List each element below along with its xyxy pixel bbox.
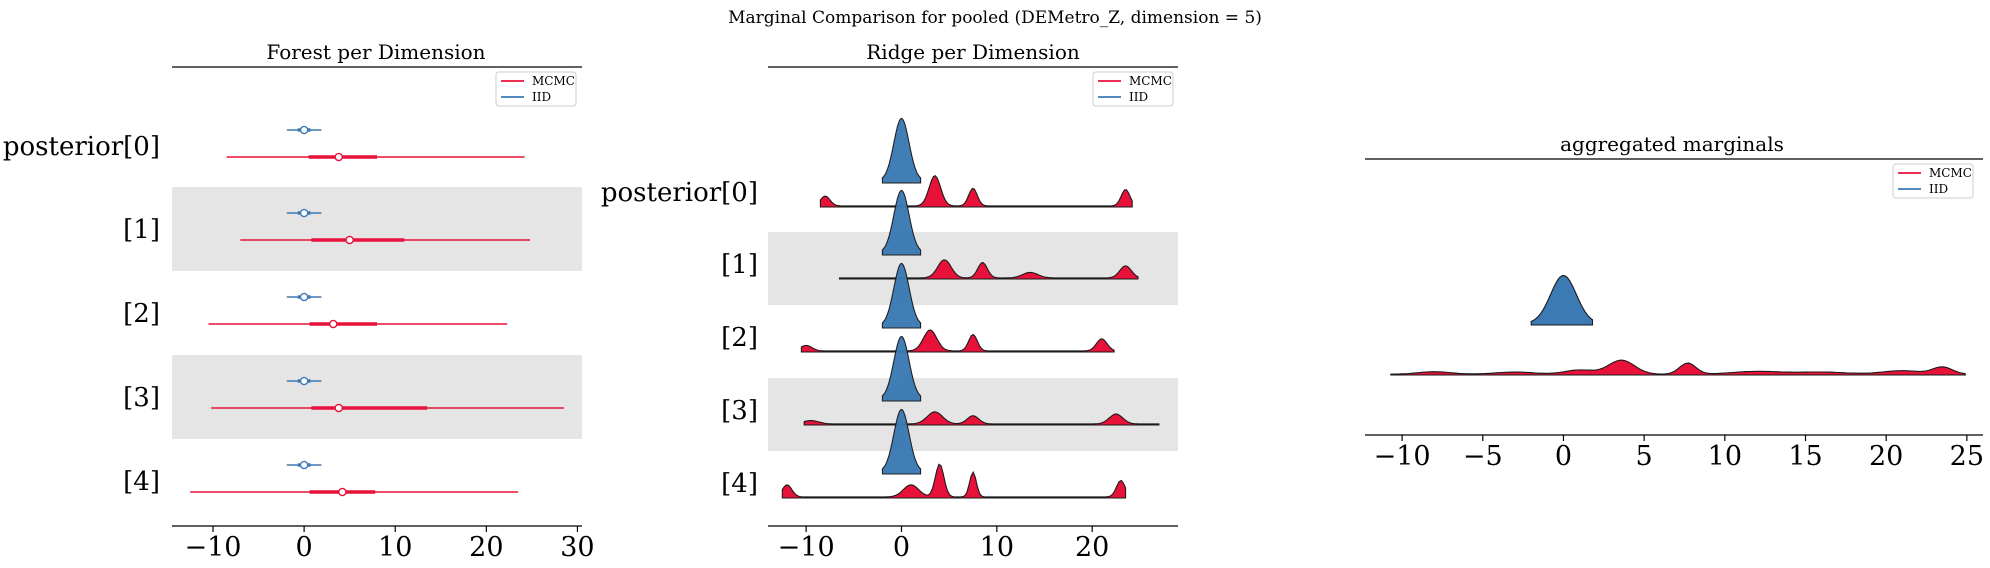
forest-mcmc-median: [334, 152, 344, 162]
aggregated-x-tick-label: 15: [1788, 441, 1822, 472]
ridge-row-label: [3]: [721, 396, 758, 426]
forest-row-label: posterior[0]: [3, 132, 160, 162]
ridge-x-tick-label: 20: [1075, 532, 1109, 563]
forest-mcmc-median: [334, 403, 344, 413]
aggregated-mcmc-density: [1390, 359, 1966, 376]
forest-row-label: [4]: [123, 467, 160, 497]
forest-x-tick-label: 0: [296, 532, 313, 563]
forest-row-labels: posterior[0] [1] [2] [3] [4]: [3, 132, 160, 497]
forest-x-tick-label: 10: [378, 532, 412, 563]
aggregated-x-tick-label: 0: [1555, 441, 1572, 472]
aggregated-x-tick-label: 20: [1869, 441, 1903, 472]
aggregated-legend-mcmc-label: MCMC: [1929, 166, 1972, 180]
forest-legend: MCMC IID: [495, 71, 577, 107]
forest-iid-median: [299, 125, 309, 135]
ridge-mcmc-density: [838, 259, 1139, 280]
ridge-row-label: [1]: [721, 250, 758, 280]
ridge-row-label: [4]: [721, 469, 758, 499]
aggregated-x-tick-label: 25: [1950, 441, 1984, 472]
forest-panel: Forest per Dimension posterior[0] [1] [2] […: [3, 40, 595, 563]
ridge-x-tick-label: −10: [778, 532, 835, 563]
ridge-marks: [781, 117, 1160, 499]
aggregated-title: aggregated marginals: [1560, 132, 1784, 156]
aggregated-iid-density: [1530, 275, 1594, 326]
ridge-x-tick-label: 10: [980, 532, 1014, 563]
aggregated-panel: aggregated marginals −10 −5 0 5 10 15 20 25 MCM…: [1365, 132, 1984, 472]
forest-marks: [190, 125, 564, 497]
forest-bands: [172, 187, 582, 439]
ridge-row-label: posterior[0]: [601, 178, 758, 208]
ridge-row-label: [2]: [721, 323, 758, 353]
aggregated-legend-iid-label: IID: [1929, 182, 1948, 196]
ridge-mcmc-density: [800, 329, 1115, 353]
forest-legend-iid-label: IID: [532, 90, 551, 104]
ridge-panel: Ridge per Dimension posterior[0] [1] [2] [3…: [601, 40, 1178, 563]
ridge-title: Ridge per Dimension: [866, 40, 1080, 64]
aggregated-x-tick-label: −5: [1463, 441, 1503, 472]
forest-iid-median: [299, 376, 309, 386]
ridge-row-labels: posterior[0] [1] [2] [3] [4]: [601, 178, 758, 499]
forest-x-tick-label: 20: [469, 532, 503, 563]
ridge-iid-density: [881, 189, 922, 256]
forest-iid-median: [299, 208, 309, 218]
ridge-iid-density: [881, 117, 922, 184]
forest-row-band: [172, 187, 582, 271]
ridge-row-band: [768, 378, 1178, 451]
ridge-iid-density: [881, 262, 922, 329]
ridge-bands: [768, 232, 1178, 451]
aggregated-legend: MCMC IID: [1892, 163, 1974, 199]
forest-mcmc-median: [328, 319, 338, 329]
forest-mcmc-median: [345, 235, 354, 245]
forest-row-label: [1]: [123, 215, 160, 245]
ridge-legend: MCMC IID: [1092, 71, 1174, 107]
ridge-x-tick-label: 0: [893, 532, 910, 563]
aggregated-marks: [1390, 275, 1966, 376]
ridge-iid-density: [881, 408, 922, 475]
aggregated-x-tick-label: 10: [1708, 441, 1742, 472]
forest-title: Forest per Dimension: [266, 40, 485, 64]
forest-x-tick-label: −10: [185, 532, 242, 563]
ridge-mcmc-density: [781, 463, 1127, 499]
forest-iid-median: [299, 292, 309, 302]
ridge-x-ticks: −10 0 10 20: [778, 526, 1109, 563]
aggregated-x-tick-label: −10: [1374, 441, 1431, 472]
forest-legend-mcmc-label: MCMC: [532, 74, 575, 88]
forest-x-tick-label: 30: [560, 532, 594, 563]
forest-iid-median: [299, 460, 309, 470]
ridge-legend-iid-label: IID: [1129, 90, 1148, 104]
aggregated-x-tick-label: 5: [1636, 441, 1653, 472]
aggregated-x-ticks: −10 −5 0 5 10 15 20 25: [1374, 435, 1984, 472]
figure-suptitle: Marginal Comparison for pooled (DEMetro_…: [728, 8, 1262, 28]
forest-row-band: [172, 355, 582, 439]
ridge-legend-mcmc-label: MCMC: [1129, 74, 1172, 88]
forest-mcmc-median: [338, 487, 347, 497]
ridge-iid-density: [881, 335, 922, 402]
ridge-row-band: [768, 232, 1178, 305]
forest-row-label: [2]: [123, 299, 160, 329]
forest-row-label: [3]: [123, 383, 160, 413]
forest-x-ticks: −10 0 10 20 30: [185, 526, 595, 563]
ridge-mcmc-density: [819, 175, 1133, 208]
ridge-mcmc-density: [803, 411, 1160, 426]
